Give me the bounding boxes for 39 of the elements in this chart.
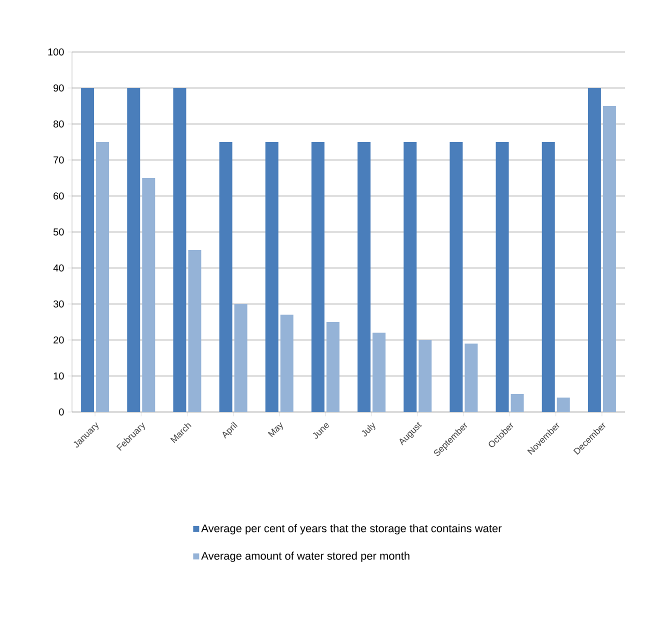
legend-label: Average per cent of years that the storage that contains water [201,524,502,534]
bar [542,142,555,412]
bar [188,250,202,412]
bar [418,340,432,412]
bar [588,88,601,412]
bar [81,88,94,412]
bar [280,314,294,412]
bar [496,142,509,412]
bar [510,394,524,412]
x-tick-label: May [268,422,283,438]
y-tick-label: 40 [53,264,64,272]
bar [265,142,278,412]
y-tick-label: 80 [54,120,64,128]
y-tick-label: 60 [54,192,64,200]
y-tick-label: 70 [54,156,64,164]
y-tick-label: 100 [48,48,64,56]
bar [173,88,186,412]
y-tick-label: 0 [59,408,64,416]
y-tick-label: 20 [54,336,64,344]
legend-label: Average amount of water stored per month [201,552,410,562]
y-tick-label: 50 [53,228,64,236]
y-tick-label: 90 [54,84,64,92]
y-tick-label: 30 [53,300,64,308]
bar [219,142,232,412]
bar [234,304,248,412]
bar [96,142,110,412]
bar [142,178,156,412]
bar [556,398,570,412]
bar [326,322,340,412]
bar [464,344,478,412]
bar [372,332,386,412]
bar [450,142,463,412]
bar [404,142,417,412]
x-tick-label: July [362,422,376,436]
y-tick-label: 10 [54,372,64,380]
bar [311,142,324,412]
bar [358,142,371,412]
bar [602,106,616,412]
bar [127,88,140,412]
